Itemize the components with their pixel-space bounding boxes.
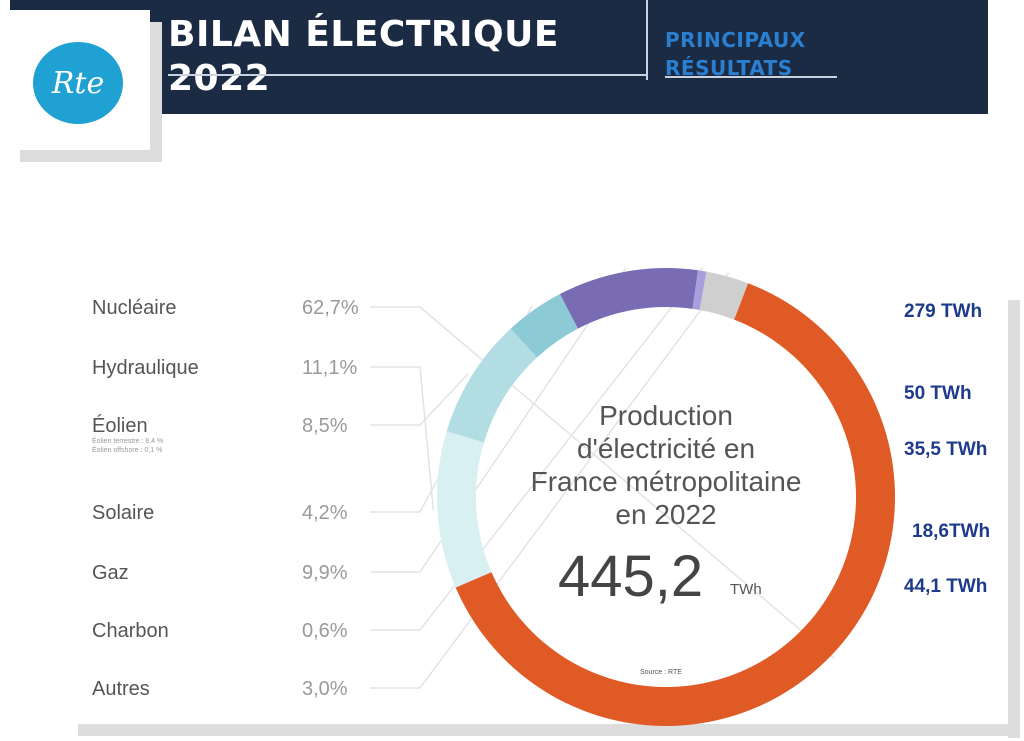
- percent-label-nucleaire: 62,7%: [302, 297, 359, 319]
- donut-segment-hydraulique: [437, 431, 492, 588]
- chart-card-shadow-right: [1008, 300, 1020, 738]
- total-unit: TWh: [730, 581, 762, 598]
- twh-label-3: 35,5 TWh: [904, 439, 987, 460]
- center-title-line-2: d'électricité en: [577, 433, 755, 464]
- percent-label-charbon: 0,6%: [302, 620, 348, 642]
- connector-line-autres: [370, 272, 730, 689]
- category-label-eolien: Éolien: [92, 414, 148, 437]
- center-title-line-1: Production: [599, 400, 733, 431]
- header-rule: [168, 74, 648, 76]
- connector-line-charbon: [370, 266, 704, 631]
- eolien-note-1: Éolien terrestre : 8,4 %: [92, 436, 163, 445]
- category-label-gaz: Gaz: [92, 562, 129, 584]
- center-title-line-4: en 2022: [615, 499, 716, 530]
- page-title-line2: 2022: [168, 58, 271, 99]
- subtitle-rule: [665, 76, 837, 78]
- connector-line-eolien: [370, 373, 469, 426]
- twh-label-4: 18,6TWh: [912, 521, 990, 542]
- connector-line-gaz: [370, 266, 628, 573]
- donut-segment-eolien: [446, 328, 538, 443]
- connector-lines: [370, 266, 835, 689]
- percent-label-autres: 3,0%: [302, 678, 348, 700]
- percent-label-solaire: 4,2%: [302, 502, 348, 524]
- percent-label-eolien: 8,5%: [302, 415, 348, 437]
- donut-segment-solaire: [510, 294, 578, 358]
- eolien-note-2: Éolien offshore : 0,1 %: [92, 445, 162, 454]
- header-divider: [646, 0, 648, 80]
- page-title-line1: BILAN ÉLECTRIQUE: [168, 14, 559, 55]
- header-banner: [10, 0, 988, 114]
- twh-label-5: 44,1 TWh: [904, 576, 987, 597]
- donut-center: Production d'électricité en France métro…: [531, 400, 802, 676]
- category-label-nucleaire: Nucléaire: [92, 297, 176, 319]
- connector-line-nucleaire: [370, 306, 835, 660]
- category-labels: Nucléaire 62,7% Hydraulique 11,1% Éolien 8,5%…: [92, 297, 359, 700]
- category-label-solaire: Solaire: [92, 502, 154, 524]
- category-label-hydraulique: Hydraulique: [92, 357, 199, 379]
- chart-card-shadow-bottom: [78, 724, 1020, 736]
- logo-text: Rte: [51, 65, 105, 101]
- connector-line-hydraulique: [370, 366, 435, 511]
- category-label-autres: Autres: [92, 678, 150, 700]
- donut-segment-gaz: [559, 268, 699, 329]
- rte-logo: Rte: [33, 42, 123, 124]
- twh-labels: 279 TWh 50 TWh 35,5 TWh 18,6TWh 44,1 TWh: [904, 301, 990, 597]
- subtitle-line1: PRINCIPAUX: [665, 28, 806, 52]
- source-note: Source : RTE: [640, 669, 682, 676]
- donut-segment-charbon: [692, 270, 707, 311]
- donut-segments: [437, 268, 896, 726]
- twh-label-1: 279 TWh: [904, 301, 982, 322]
- donut-segment-autres: [699, 271, 749, 320]
- twh-label-2: 50 TWh: [904, 383, 972, 404]
- center-title-line-3: France métropolitaine: [531, 466, 802, 497]
- total-value: 445,2: [558, 544, 703, 609]
- category-label-charbon: Charbon: [92, 620, 169, 642]
- percent-label-gaz: 9,9%: [302, 562, 348, 584]
- percent-label-hydraulique: 11,1%: [302, 357, 357, 379]
